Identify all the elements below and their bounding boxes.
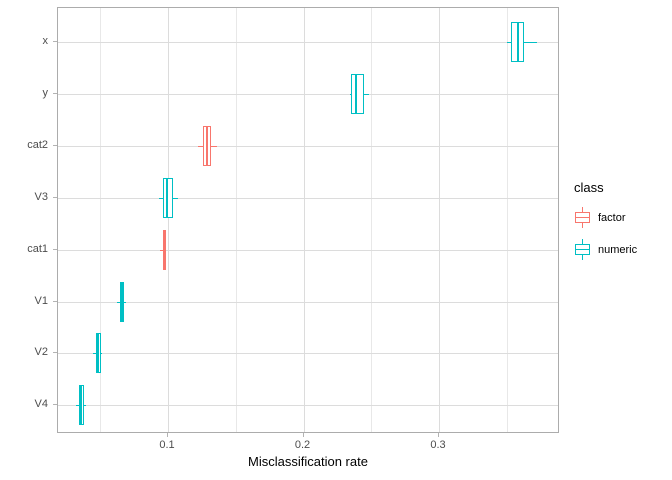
legend-title: class xyxy=(574,180,604,195)
legend-key-boxplot-icon xyxy=(574,207,591,228)
gridline-minor-vertical xyxy=(371,8,373,432)
x-axis-label-0.1: 0.1 xyxy=(159,439,175,451)
legend-items: factor numeric xyxy=(574,207,637,260)
gridline-major-horizontal xyxy=(58,405,558,407)
legend: class factor numeric xyxy=(574,180,637,271)
y-axis-label-V1: V1 xyxy=(34,294,48,307)
gridline-major-horizontal xyxy=(58,42,558,43)
boxplot-median-x xyxy=(516,22,519,62)
y-axis-tick xyxy=(53,92,57,94)
gridline-minor-vertical xyxy=(100,8,102,432)
legend-label-factor: factor xyxy=(598,211,626,224)
y-axis-label-x: x xyxy=(42,35,49,47)
boxplot-median-cat1 xyxy=(162,229,165,270)
legend-key-boxplot-icon xyxy=(574,239,591,260)
gridline-major-vertical xyxy=(439,8,440,432)
y-axis-tick xyxy=(53,248,57,250)
gridline-minor-vertical xyxy=(506,8,508,432)
x-axis-tick xyxy=(302,433,304,437)
y-axis-label-V4: V4 xyxy=(34,398,48,411)
boxplot-median-V1 xyxy=(120,281,123,322)
y-axis-tick xyxy=(53,352,57,354)
gridline-major-horizontal xyxy=(58,301,558,303)
legend-item-numeric: numeric xyxy=(574,239,637,260)
gridline-major-horizontal xyxy=(58,197,558,199)
boxplot-median-V3 xyxy=(165,177,168,218)
x-axis-label-0.3: 0.3 xyxy=(430,439,446,451)
y-axis-tick xyxy=(53,196,57,198)
gridline-major-horizontal xyxy=(58,145,558,147)
gridline-major-vertical xyxy=(168,8,170,432)
y-axis-label-V3: V3 xyxy=(34,190,48,203)
plot-panel xyxy=(57,7,559,433)
legend-item-factor: factor xyxy=(574,207,637,228)
legend-label-numeric: numeric xyxy=(598,243,638,256)
y-axis-label-cat2: cat2 xyxy=(27,138,48,151)
gridline-major-horizontal xyxy=(58,249,558,251)
boxplot-median-cat2 xyxy=(206,125,209,166)
gridline-major-vertical xyxy=(303,8,305,432)
boxplot-median-V2 xyxy=(96,333,99,374)
y-axis-tick xyxy=(53,300,57,302)
gridline-minor-vertical xyxy=(235,8,237,432)
gridline-major-horizontal xyxy=(58,93,558,95)
x-axis-title: Misclassification rate xyxy=(248,454,368,469)
gridline-major-horizontal xyxy=(58,353,558,355)
y-axis-label-V2: V2 xyxy=(34,346,48,359)
y-axis-tick xyxy=(53,41,57,42)
boxplot-box-y xyxy=(350,73,365,114)
y-axis-tick xyxy=(53,404,57,406)
x-axis-tick xyxy=(167,433,169,437)
boxplot-box-V3 xyxy=(162,177,174,218)
x-axis-label-0.2: 0.2 xyxy=(294,439,311,451)
boxplot-median-V4 xyxy=(80,385,83,426)
x-axis-tick xyxy=(438,433,439,437)
boxplot-median-y xyxy=(355,73,358,114)
y-axis-label-y: y xyxy=(42,86,49,99)
y-axis-label-cat1: cat1 xyxy=(27,242,48,255)
legend-key-median xyxy=(576,217,589,218)
legend-key-median xyxy=(576,249,589,250)
y-axis-tick xyxy=(53,144,57,146)
